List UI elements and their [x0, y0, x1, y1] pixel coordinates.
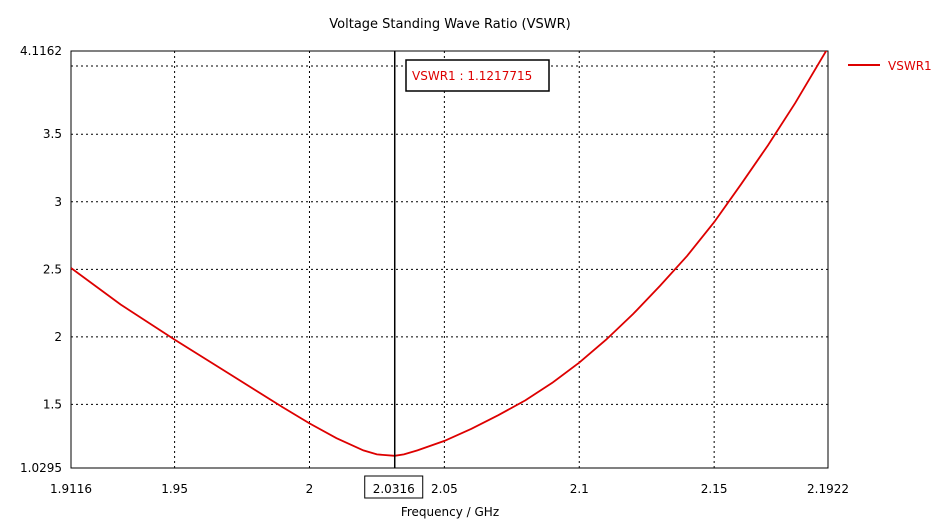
marker-x-box	[364, 475, 424, 499]
y-tick-label: 1.5	[43, 397, 62, 411]
marker-layer[interactable]: VSWR1 : 1.1217715 2.0316	[364, 51, 550, 499]
series-layer	[71, 51, 828, 457]
y-tick-label: 4.1162	[20, 44, 62, 58]
marker-x-label: 2.0316	[373, 482, 415, 496]
x-tick-label: 2	[306, 482, 314, 496]
y-tick-label: 1.0295	[20, 461, 62, 475]
x-axis-label: Frequency / GHz	[401, 505, 499, 519]
x-tick-label: 1.9116	[50, 482, 92, 496]
x-tick-label: 2.1922	[807, 482, 849, 496]
plot-area	[70, 50, 829, 469]
y-tick-label: 3	[54, 195, 62, 209]
y-tick-label: 3.5	[43, 127, 62, 141]
x-tick-label: 2.05	[431, 482, 458, 496]
y-tick-label: 2.5	[43, 262, 62, 276]
marker-value-label: VSWR1 : 1.1217715	[412, 69, 532, 83]
x-tick-label: 2.15	[701, 482, 728, 496]
grid	[71, 51, 828, 468]
x-tick-label: 2.1	[570, 482, 589, 496]
marker-label-box	[405, 59, 550, 92]
legend: VSWR1	[848, 59, 932, 73]
y-tick-label: 2	[54, 330, 62, 344]
legend-label: VSWR1	[888, 59, 932, 73]
x-tick-label: 1.95	[161, 482, 188, 496]
chart-title: Voltage Standing Wave Ratio (VSWR)	[329, 17, 570, 32]
series-line-vswr1	[71, 51, 828, 457]
axis-ticks: 1.9116 1.95 2 2.05 2.1 2.15 2.1922 1.0295 1.5 2 2.…	[20, 44, 849, 496]
